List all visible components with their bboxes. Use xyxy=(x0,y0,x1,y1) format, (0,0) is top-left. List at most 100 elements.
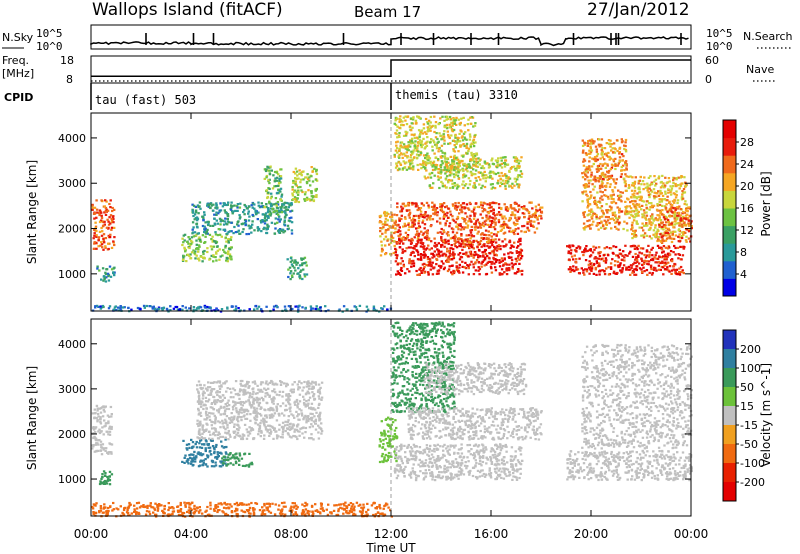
echo-cell xyxy=(296,310,300,313)
echo-cell xyxy=(503,238,507,241)
echo-cell xyxy=(304,261,308,264)
echo-cell xyxy=(582,164,586,167)
echo-cell xyxy=(257,305,261,308)
echo-cell xyxy=(272,308,275,311)
echo-cell xyxy=(439,155,442,158)
echo-cell xyxy=(641,180,645,183)
echo-cell xyxy=(604,176,608,179)
echo-cell xyxy=(216,222,219,225)
echo-cell xyxy=(637,244,640,247)
echo-cell xyxy=(604,166,607,169)
echo-cell xyxy=(655,251,658,254)
echo-cell xyxy=(106,414,110,417)
echo-cell xyxy=(456,140,460,143)
echo-cell xyxy=(451,215,454,218)
echo-cell xyxy=(669,185,672,188)
echo-feature xyxy=(378,210,399,258)
echo-cell xyxy=(624,144,627,148)
echo-cell xyxy=(647,263,650,266)
echo-cell xyxy=(447,250,451,253)
echo-cell xyxy=(191,221,195,224)
echo-cell xyxy=(240,389,243,392)
echo-cell xyxy=(186,253,190,256)
echo-cell xyxy=(186,448,189,451)
echo-cell xyxy=(460,239,464,242)
echo-cell xyxy=(222,459,226,462)
echo-cell xyxy=(493,187,497,190)
echo-cell xyxy=(472,247,475,250)
echo-cell xyxy=(400,257,403,260)
echo-cell xyxy=(265,176,268,179)
echo-cell xyxy=(461,183,464,186)
echo-cell xyxy=(451,123,454,126)
echo-cell xyxy=(423,131,427,134)
echo-cell xyxy=(234,307,238,311)
echo-cell xyxy=(656,203,659,206)
echo-cell xyxy=(675,272,678,275)
echo-cell xyxy=(592,158,596,161)
echo-cell xyxy=(539,206,542,209)
echo-cell xyxy=(494,172,498,176)
echo-cell xyxy=(592,220,595,223)
echo-cell xyxy=(475,253,478,256)
echo-cell xyxy=(592,162,595,166)
echo-cell xyxy=(520,206,523,209)
echo-cell xyxy=(449,237,453,240)
echo-cell xyxy=(223,203,226,206)
echo-cell xyxy=(107,420,110,423)
echo-cell xyxy=(597,143,601,146)
echo-cell xyxy=(108,475,111,478)
echo-cell xyxy=(472,266,475,269)
echo-cell xyxy=(620,169,623,172)
echo-cell xyxy=(481,233,484,236)
echo-cell xyxy=(598,270,601,273)
echo-cell xyxy=(587,204,590,207)
echo-cell xyxy=(99,443,103,446)
echo-cell xyxy=(431,256,434,259)
echo-cell xyxy=(485,272,489,276)
echo-cell xyxy=(248,215,251,218)
echo-cell xyxy=(423,223,427,226)
echo-cell xyxy=(470,174,473,177)
echo-cell xyxy=(598,222,601,225)
echo-cell xyxy=(668,235,672,238)
echo-cell xyxy=(631,193,634,196)
echo-cell xyxy=(610,208,613,211)
echo-cell xyxy=(434,124,437,127)
echo-feature xyxy=(263,165,284,217)
echo-cell xyxy=(263,177,266,180)
echo-cell xyxy=(501,217,504,220)
echo-cell xyxy=(399,163,403,166)
echo-cell xyxy=(278,177,281,180)
echo-cell xyxy=(654,261,657,264)
echo-cell xyxy=(206,443,209,446)
echo-cell xyxy=(263,222,267,225)
echo-cell xyxy=(204,447,207,450)
echo-cell xyxy=(426,121,429,124)
echo-cell xyxy=(410,133,413,136)
echo-cell xyxy=(516,257,520,260)
echo-cell xyxy=(91,412,95,415)
echo-cell xyxy=(201,215,204,218)
echo-cell xyxy=(419,133,422,136)
echo-cell xyxy=(445,214,448,217)
echo-cell xyxy=(226,257,229,260)
echo-cell xyxy=(496,159,500,162)
echo-cell xyxy=(421,245,425,248)
echo-cell xyxy=(234,209,237,212)
echo-cell xyxy=(648,254,651,257)
echo-cell xyxy=(342,305,346,308)
echo-cell xyxy=(607,254,610,257)
echo-cell xyxy=(490,225,493,229)
echo-cell xyxy=(641,222,644,225)
echo-cell xyxy=(511,244,514,248)
echo-cell xyxy=(405,151,408,154)
echo-cell xyxy=(514,228,517,231)
echo-cell xyxy=(209,202,212,205)
echo-cell xyxy=(464,183,468,186)
echo-cell xyxy=(669,191,672,194)
echo-cell xyxy=(612,219,616,222)
echo-cell xyxy=(373,308,377,311)
echo-cell xyxy=(591,251,595,254)
echo-cell xyxy=(684,214,688,217)
